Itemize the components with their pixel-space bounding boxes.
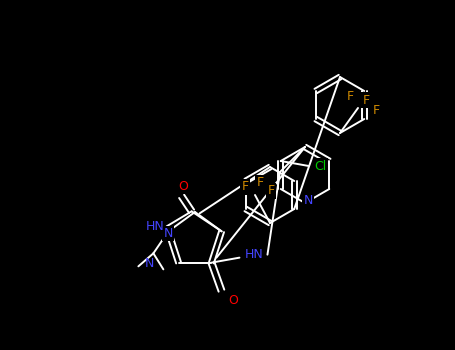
Text: F: F — [257, 176, 263, 189]
Text: N: N — [145, 257, 154, 270]
Text: F: F — [373, 104, 379, 117]
Text: HN: HN — [245, 248, 264, 261]
Text: F: F — [346, 90, 354, 103]
Text: Cl: Cl — [314, 160, 327, 173]
Text: N: N — [164, 227, 173, 240]
Text: F: F — [268, 184, 274, 197]
Text: F: F — [363, 93, 369, 106]
Text: O: O — [179, 180, 188, 193]
Text: HN: HN — [145, 220, 164, 233]
Text: F: F — [242, 181, 248, 194]
Text: N: N — [303, 194, 313, 206]
Text: O: O — [228, 294, 238, 307]
